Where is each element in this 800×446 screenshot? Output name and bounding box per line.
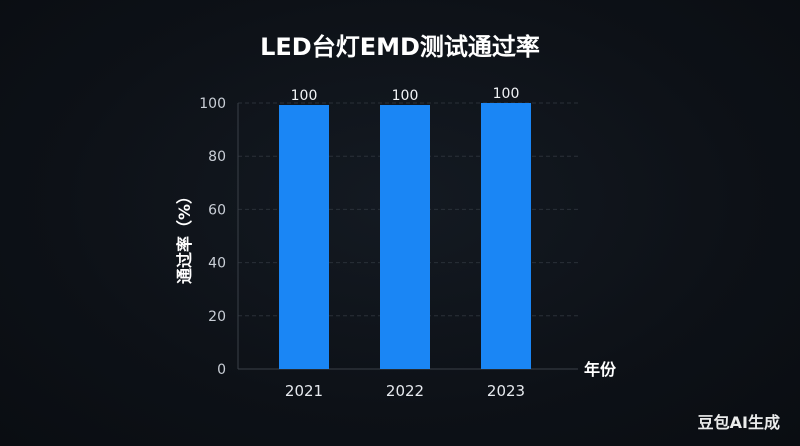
y-tick-label: 0 [217,362,226,378]
bar-2023 [481,103,531,369]
chart-title: LED台灯EMD测试通过率 [260,33,540,61]
bars [279,103,531,369]
watermark: 豆包AI生成 [697,413,780,432]
data-label-2022: 100 [392,88,419,104]
x-axis-ticks: 2021 2022 2023 [285,382,525,400]
y-tick-label: 40 [208,256,226,272]
y-axis-label: 通过率（%） [175,188,194,284]
bar-2022 [380,105,430,369]
y-axis-ticks: 0 20 40 60 80 100 [199,96,226,378]
y-tick-label: 20 [208,309,226,325]
data-labels: 100 100 100 [291,86,520,104]
x-tick-label: 2021 [285,382,323,400]
x-tick-label: 2023 [487,382,525,400]
data-label-2023: 100 [493,86,520,102]
y-tick-label: 80 [208,149,226,165]
data-label-2021: 100 [291,88,318,104]
y-tick-label: 60 [208,202,226,218]
x-tick-label: 2022 [386,382,424,400]
y-tick-label: 100 [199,96,226,112]
bar-2021 [279,105,329,369]
x-axis-label: 年份 [584,360,617,379]
